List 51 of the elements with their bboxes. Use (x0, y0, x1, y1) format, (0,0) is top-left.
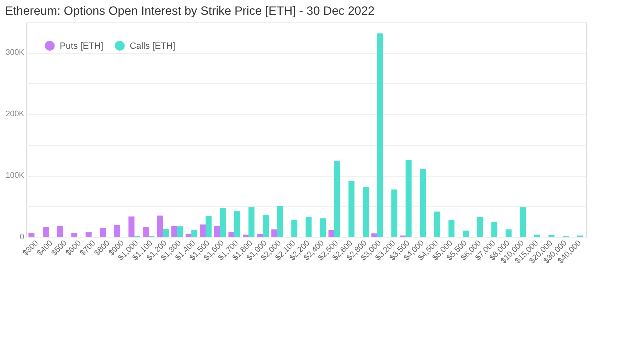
bar (257, 234, 264, 237)
bar (372, 234, 378, 237)
bar (228, 232, 235, 237)
bar (206, 216, 212, 237)
bar (392, 190, 398, 237)
bar (277, 206, 284, 237)
bar (477, 217, 484, 237)
bar (334, 161, 340, 237)
bar (114, 225, 120, 237)
bar (200, 224, 206, 237)
bar (363, 187, 369, 237)
bar (420, 169, 426, 237)
bar (328, 230, 335, 237)
bar (192, 230, 198, 237)
bar (172, 226, 178, 237)
y-tick-label: 300K (6, 48, 26, 58)
bar (128, 216, 135, 237)
bar (448, 220, 455, 237)
bar (86, 232, 92, 237)
bar (348, 181, 355, 237)
bar (406, 160, 412, 237)
y-tick-label: 0 (20, 232, 26, 242)
bar (520, 208, 526, 237)
bar (377, 34, 384, 237)
bar (506, 230, 512, 237)
bar (234, 211, 240, 237)
bar (28, 233, 35, 237)
bar (57, 226, 64, 237)
chart-title: Ethereum: Options Open Interest by Strike Price [ETH] - 30 Dec 2022 (5, 4, 376, 18)
bar (214, 226, 220, 237)
bar (43, 227, 49, 237)
bar (292, 220, 298, 237)
bar (263, 216, 269, 237)
bar (248, 208, 255, 237)
y-tick-label: 100K (6, 171, 26, 180)
bar (434, 212, 440, 237)
bar (272, 230, 278, 237)
bar (492, 222, 498, 237)
legend-label: Puts [ETH] (60, 41, 104, 51)
bar (320, 218, 326, 237)
bar (306, 217, 312, 237)
bar (463, 230, 469, 237)
bar (163, 229, 169, 237)
bar (157, 216, 164, 237)
y-tick-label: 200K (6, 110, 26, 119)
bar (220, 208, 226, 237)
bar (72, 233, 78, 237)
legend-label: Calls [ETH] (130, 41, 176, 51)
bar (100, 228, 106, 237)
bar (177, 226, 184, 237)
bar (143, 227, 149, 237)
